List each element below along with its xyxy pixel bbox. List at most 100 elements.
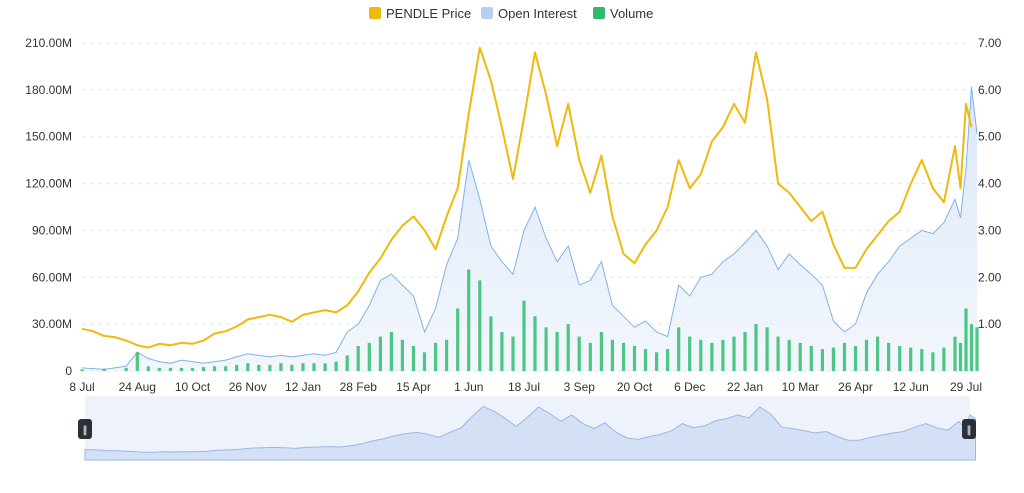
x-tick-label: 10 Mar: [782, 380, 819, 394]
volume-bar: [500, 332, 504, 371]
legend-label-volume: Volume: [610, 6, 653, 21]
y-right-tick-label: 2.00: [978, 270, 1002, 284]
volume-bar: [456, 308, 460, 371]
volume-bar: [677, 327, 681, 371]
volume-bar: [202, 367, 206, 371]
volume-bar: [168, 367, 172, 371]
volume-bar: [224, 366, 228, 371]
navigator-preview-area: [84, 405, 976, 461]
volume-bar: [577, 336, 581, 371]
volume-bar: [610, 339, 614, 371]
volume-bar: [853, 346, 858, 371]
volume-bar: [776, 336, 780, 371]
volume-bar: [743, 332, 747, 371]
x-tick-label: 3 Sep: [564, 380, 596, 394]
volume-bar: [931, 352, 935, 371]
volume-bar: [411, 346, 416, 371]
y-axis-left: 0 30.00M 60.00M 90.00M 120.00M 150.00M 180.00M…: [25, 36, 72, 378]
volume-bar: [312, 363, 316, 371]
volume-bar: [511, 336, 515, 371]
volume-bar: [157, 367, 161, 371]
volume-bar: [80, 369, 84, 371]
volume-bar: [323, 363, 327, 371]
volume-bar: [102, 368, 106, 371]
x-tick-label: 28 Feb: [340, 380, 378, 394]
legend-item-price[interactable]: PENDLE Price: [369, 6, 471, 21]
volume-bar: [809, 346, 813, 371]
volume-bar: [942, 347, 946, 371]
x-tick-label: 6 Dec: [674, 380, 705, 394]
navigator-handle-left[interactable]: ‖: [78, 419, 92, 439]
volume-bar: [279, 363, 283, 371]
series-layer: [80, 46, 979, 371]
legend-label-price: PENDLE Price: [386, 6, 471, 21]
volume-bar: [478, 280, 482, 371]
volume-bar: [378, 336, 382, 371]
open-interest-line: [81, 86, 978, 370]
y-right-tick-label: 1.00: [978, 317, 1002, 331]
x-tick-label: 26 Nov: [229, 380, 267, 394]
volume-bar: [246, 363, 250, 371]
y-axis-right: 1.00 2.00 3.00 4.00 5.00 6.00 7.00: [978, 36, 1002, 331]
x-tick-label: 8 Jul: [69, 380, 94, 394]
volume-bar: [522, 300, 526, 371]
volume-bar: [599, 332, 603, 371]
legend-swatch-open-interest: [481, 7, 493, 19]
volume-bar: [356, 346, 360, 371]
volume-bar: [666, 349, 670, 371]
volume-bar: [787, 339, 791, 371]
price-line: [81, 46, 973, 349]
volume-bar: [290, 364, 294, 371]
volume-bar: [190, 367, 195, 371]
volume-bar: [422, 352, 427, 371]
volume-bar: [842, 342, 847, 371]
volume-bar: [179, 367, 183, 371]
volume-bar: [632, 346, 637, 371]
volume-bar: [135, 352, 139, 371]
volume-bar: [301, 363, 305, 371]
volume-bar: [213, 366, 217, 371]
volume-bar: [257, 364, 261, 371]
volume-bar: [467, 269, 471, 371]
y-left-tick-label: 0: [65, 364, 72, 378]
volume-bar: [765, 327, 769, 371]
legend-swatch-price: [369, 7, 381, 19]
volume-bar: [400, 339, 404, 371]
volume-bar: [798, 342, 802, 371]
volume-bar: [920, 349, 924, 371]
volume-bar: [445, 339, 449, 371]
volume-bar: [235, 364, 239, 371]
volume-bar: [555, 332, 559, 371]
x-tick-label: 26 Apr: [838, 380, 873, 394]
x-tick-label: 15 Apr: [396, 380, 431, 394]
volume-bar: [268, 364, 272, 371]
volume-bar: [389, 332, 393, 371]
y-left-tick-label: 90.00M: [32, 223, 72, 237]
x-axis: 8 Jul 24 Aug 10 Oct 26 Nov 12 Jan 28 Feb 15 Ap…: [69, 380, 982, 394]
x-tick-label: 10 Oct: [175, 380, 211, 394]
x-tick-label: 18 Jul: [508, 380, 540, 394]
x-tick-label: 12 Jan: [285, 380, 321, 394]
legend-item-open-interest[interactable]: Open Interest: [481, 6, 577, 21]
volume-bar: [953, 336, 957, 371]
volume-bar: [876, 336, 880, 371]
y-right-tick-label: 6.00: [978, 83, 1002, 97]
volume-bar: [621, 342, 626, 371]
volume-bar: [969, 324, 974, 371]
range-navigator[interactable]: ‖ ‖: [78, 396, 976, 461]
volume-bar: [345, 355, 349, 371]
volume-bar: [688, 336, 692, 371]
volume-bar: [710, 342, 714, 371]
x-tick-label: 12 Jun: [893, 380, 929, 394]
legend-item-volume[interactable]: Volume: [593, 6, 653, 21]
pause-icon: ‖: [967, 425, 972, 436]
volume-bar: [964, 308, 968, 371]
volume-bar: [146, 366, 150, 371]
x-tick-label: 22 Jan: [727, 380, 763, 394]
navigator-handle-right[interactable]: ‖: [962, 419, 976, 439]
navigator-handle-left-body: [78, 419, 92, 439]
x-tick-label: 20 Oct: [617, 380, 653, 394]
volume-bar: [334, 361, 338, 371]
volume-bar: [489, 316, 493, 371]
